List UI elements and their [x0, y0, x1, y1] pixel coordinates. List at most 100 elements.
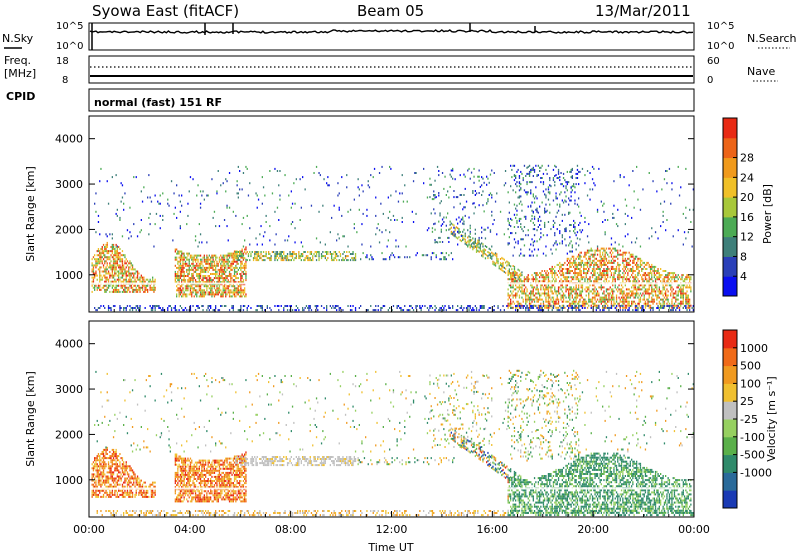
echo-cell: [632, 294, 634, 297]
echo-cell: [111, 252, 113, 255]
echo-cell: [468, 239, 470, 242]
echo-cell: [562, 268, 565, 270]
echo-cell: [353, 198, 355, 201]
echo-cell: [522, 280, 524, 283]
echo-cell: [559, 265, 561, 268]
echo-cell: [484, 257, 487, 260]
echo-cell: [617, 263, 619, 266]
echo-cell: [517, 276, 519, 279]
echo-cell: [262, 251, 265, 253]
echo-cell: [188, 293, 190, 296]
echo-cell: [336, 253, 338, 255]
echo-cell: [111, 264, 113, 267]
echo-cell: [202, 277, 204, 280]
echo-cell: [604, 278, 606, 281]
echo-cell: [560, 306, 562, 309]
echo-cell: [128, 278, 130, 281]
echo-cell: [149, 305, 151, 307]
echo-cell: [549, 211, 551, 214]
echo-cell: [649, 284, 652, 287]
echo-cell: [535, 278, 537, 281]
echo-cell: [395, 245, 397, 248]
echo-cell: [473, 175, 475, 178]
echo-cell: [118, 264, 120, 267]
echo-cell: [210, 285, 212, 288]
echo-cell: [631, 253, 633, 256]
echo-cell: [136, 307, 139, 309]
echo-cell: [383, 258, 386, 261]
echo-cell: [242, 279, 245, 282]
echo-cell: [559, 272, 561, 275]
echo-cell: [609, 298, 611, 301]
echo-cell: [241, 188, 243, 191]
echo-cell: [603, 263, 605, 266]
echo-cell: [565, 187, 567, 190]
echo-cell: [591, 300, 594, 303]
echo-cell: [186, 293, 188, 296]
echo-cell: [176, 285, 178, 288]
echo-cell: [120, 307, 122, 309]
echo-cell: [651, 286, 653, 289]
echo-cell: [470, 245, 473, 248]
echo-cell: [569, 302, 571, 305]
echo-cell: [143, 284, 145, 287]
echo-cell: [250, 255, 252, 258]
echo-cell: [580, 251, 582, 254]
echo-cell: [299, 257, 301, 260]
echo-cell: [123, 208, 125, 211]
echo-cell: [174, 307, 176, 309]
echo-cell: [467, 305, 469, 307]
echo-cell: [232, 258, 234, 261]
echo-cell: [193, 256, 195, 259]
echo-cell: [467, 307, 469, 309]
echo-cell: [464, 175, 466, 178]
echo-cell: [594, 263, 596, 266]
echo-cell: [240, 307, 242, 309]
echo-cell: [531, 274, 533, 277]
echo-cell: [109, 307, 111, 309]
echo-cell: [589, 290, 591, 293]
echo-cell: [560, 296, 562, 299]
echo-cell: [540, 306, 542, 309]
echo-cell: [595, 309, 597, 312]
echo-cell: [675, 298, 677, 301]
echo-cell: [196, 295, 198, 298]
echo-cell: [623, 290, 625, 293]
echo-cell: [222, 262, 224, 265]
echo-cell: [670, 292, 672, 295]
echo-cell: [682, 294, 684, 297]
echo-cell: [533, 234, 536, 237]
echo-cell: [239, 285, 241, 288]
echo-cell: [641, 263, 643, 266]
echo-cell: [222, 264, 224, 267]
echo-cell: [221, 258, 223, 261]
echo-cell: [488, 181, 490, 184]
echo-cell: [215, 270, 217, 273]
echo-cell: [178, 287, 180, 290]
echo-cell: [493, 261, 495, 264]
echo-cell: [105, 278, 107, 281]
echo-cell: [395, 239, 397, 242]
echo-cell: [677, 290, 679, 293]
echo-cell: [549, 268, 551, 270]
echo-cell: [576, 237, 579, 240]
echo-cell: [188, 264, 190, 267]
echo-cell: [197, 273, 199, 275]
echo-cell: [131, 309, 134, 312]
echo-cell: [584, 307, 586, 309]
echo-cell: [114, 272, 116, 275]
echo-cell: [338, 251, 340, 253]
echo-cell: [211, 285, 213, 288]
echo-cell: [187, 289, 189, 292]
echo-cell: [199, 285, 202, 288]
echo-cell: [178, 293, 180, 296]
echo-cell: [557, 172, 560, 175]
echo-cell: [604, 257, 606, 260]
echo-cell: [589, 249, 591, 252]
echo-cell: [525, 286, 527, 289]
echo-cell: [468, 241, 470, 244]
echo-cell: [92, 276, 95, 279]
echo-cell: [106, 180, 108, 183]
echo-cell: [545, 296, 547, 299]
echo-cell: [690, 304, 692, 307]
